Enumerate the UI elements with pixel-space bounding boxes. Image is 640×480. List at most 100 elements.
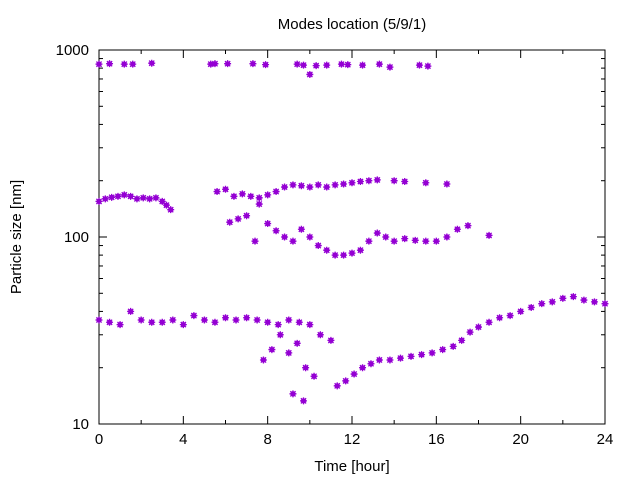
data-point bbox=[137, 316, 145, 324]
data-point bbox=[415, 61, 423, 69]
data-point bbox=[432, 237, 440, 245]
data-point bbox=[148, 318, 156, 326]
data-point bbox=[580, 296, 588, 304]
data-point bbox=[422, 179, 430, 187]
data-point bbox=[449, 342, 457, 350]
data-point bbox=[424, 62, 432, 70]
data-point bbox=[162, 201, 170, 209]
x-axis-label: Time [hour] bbox=[314, 458, 389, 475]
data-point bbox=[230, 192, 238, 200]
data-point bbox=[485, 231, 493, 239]
data-point bbox=[129, 60, 137, 68]
y-tick-label: 10 bbox=[72, 416, 89, 433]
data-point bbox=[222, 185, 229, 193]
data-point bbox=[264, 220, 272, 228]
data-point bbox=[272, 188, 280, 196]
data-point bbox=[108, 193, 116, 201]
data-point bbox=[300, 397, 308, 405]
data-point bbox=[295, 318, 303, 326]
data-point bbox=[443, 180, 451, 188]
data-point bbox=[264, 318, 272, 326]
data-point bbox=[297, 225, 305, 233]
data-point bbox=[253, 316, 261, 324]
x-tick-label: 16 bbox=[428, 431, 445, 448]
data-point bbox=[179, 321, 187, 329]
data-point bbox=[95, 316, 103, 324]
data-point bbox=[365, 177, 373, 185]
data-point bbox=[458, 336, 466, 344]
x-tick-label: 0 bbox=[95, 431, 103, 448]
data-point bbox=[158, 197, 166, 205]
data-point bbox=[264, 191, 272, 199]
data-point bbox=[401, 178, 409, 186]
data-point bbox=[146, 195, 154, 203]
data-point bbox=[373, 176, 381, 184]
data-point bbox=[114, 192, 122, 200]
data-point bbox=[306, 183, 314, 191]
data-point bbox=[390, 237, 398, 245]
data-point bbox=[238, 190, 246, 198]
y-tick-label: 1000 bbox=[56, 42, 89, 59]
data-point bbox=[167, 206, 175, 214]
data-point bbox=[601, 300, 609, 308]
data-point bbox=[422, 237, 430, 245]
data-point bbox=[337, 60, 345, 68]
data-point bbox=[359, 364, 367, 372]
data-point bbox=[464, 222, 472, 230]
data-point bbox=[386, 63, 394, 71]
data-point bbox=[262, 61, 270, 69]
data-point bbox=[331, 251, 339, 259]
data-point bbox=[340, 251, 348, 259]
data-point bbox=[152, 194, 160, 202]
data-point bbox=[106, 60, 114, 68]
data-point bbox=[255, 200, 263, 208]
data-point bbox=[116, 321, 124, 329]
data-point bbox=[213, 188, 221, 196]
data-point bbox=[120, 191, 128, 199]
data-point bbox=[306, 233, 314, 241]
data-point bbox=[314, 242, 322, 250]
data-point bbox=[255, 194, 263, 202]
data-point bbox=[323, 61, 331, 69]
data-point bbox=[312, 62, 320, 70]
x-tick-label: 12 bbox=[344, 431, 361, 448]
data-point bbox=[453, 225, 461, 233]
data-point bbox=[169, 316, 177, 324]
data-point bbox=[485, 318, 493, 326]
data-point bbox=[293, 339, 301, 347]
chart-title: Modes location (5/9/1) bbox=[278, 16, 426, 33]
data-point bbox=[496, 314, 504, 322]
data-point bbox=[386, 356, 394, 364]
data-point bbox=[373, 229, 381, 237]
data-point bbox=[133, 195, 141, 203]
data-point bbox=[200, 316, 208, 324]
data-point bbox=[314, 181, 322, 189]
data-point bbox=[348, 249, 356, 257]
data-point bbox=[538, 300, 546, 308]
data-point bbox=[443, 233, 451, 241]
data-point bbox=[293, 60, 301, 68]
data-point bbox=[418, 351, 426, 359]
y-tick-label: 100 bbox=[64, 229, 89, 246]
data-point bbox=[396, 354, 404, 362]
data-point bbox=[407, 352, 415, 360]
data-point bbox=[331, 181, 339, 189]
x-tick-label: 8 bbox=[263, 431, 271, 448]
data-point bbox=[95, 60, 103, 68]
data-point bbox=[101, 195, 109, 203]
data-point bbox=[127, 307, 135, 315]
data-point bbox=[268, 346, 276, 354]
data-point bbox=[356, 178, 364, 186]
data-point bbox=[95, 197, 103, 205]
data-point bbox=[285, 349, 293, 357]
data-point bbox=[344, 61, 352, 69]
data-point bbox=[559, 294, 567, 302]
data-point bbox=[506, 312, 514, 320]
data-point bbox=[439, 346, 447, 354]
data-point bbox=[211, 318, 219, 326]
data-point bbox=[316, 331, 324, 339]
data-point bbox=[285, 316, 293, 324]
data-point bbox=[289, 237, 297, 245]
data-point bbox=[190, 312, 198, 320]
